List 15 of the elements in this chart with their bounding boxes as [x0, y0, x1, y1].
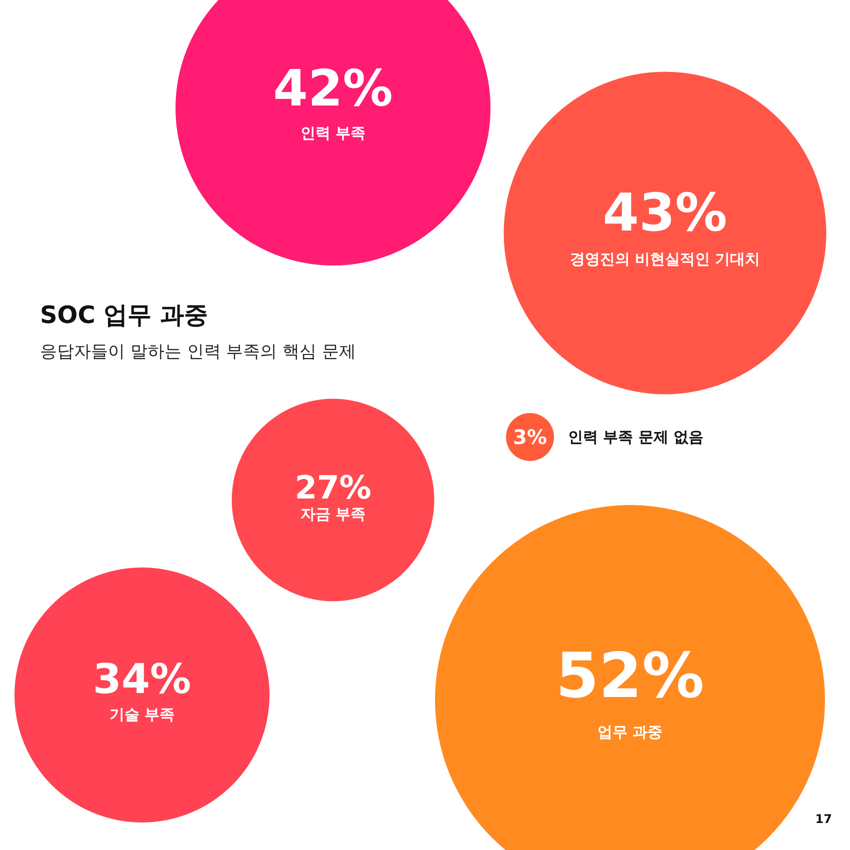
data-label: 52%	[556, 638, 704, 712]
text: 응답자들이 말하는 인력 부족의 핵심 문제	[40, 342, 356, 362]
text: 17	[815, 812, 832, 826]
text: SOC 업무 과중	[40, 301, 208, 329]
category-label: 자금 부족	[300, 505, 366, 524]
category-label: 기술 부족	[109, 706, 175, 724]
category-label: 경영진의 비현실적인 기대치	[570, 250, 760, 268]
data-label: 43%	[602, 183, 728, 244]
category-label: 인력 부족 문제 없음	[568, 428, 704, 446]
category-label: 업무 과중	[597, 723, 663, 742]
data-label: 34%	[92, 654, 192, 703]
data-label: 42%	[273, 60, 393, 118]
data-label: 3%	[513, 425, 547, 449]
category-label: 인력 부족	[300, 124, 366, 142]
data-label: 27%	[294, 468, 372, 506]
